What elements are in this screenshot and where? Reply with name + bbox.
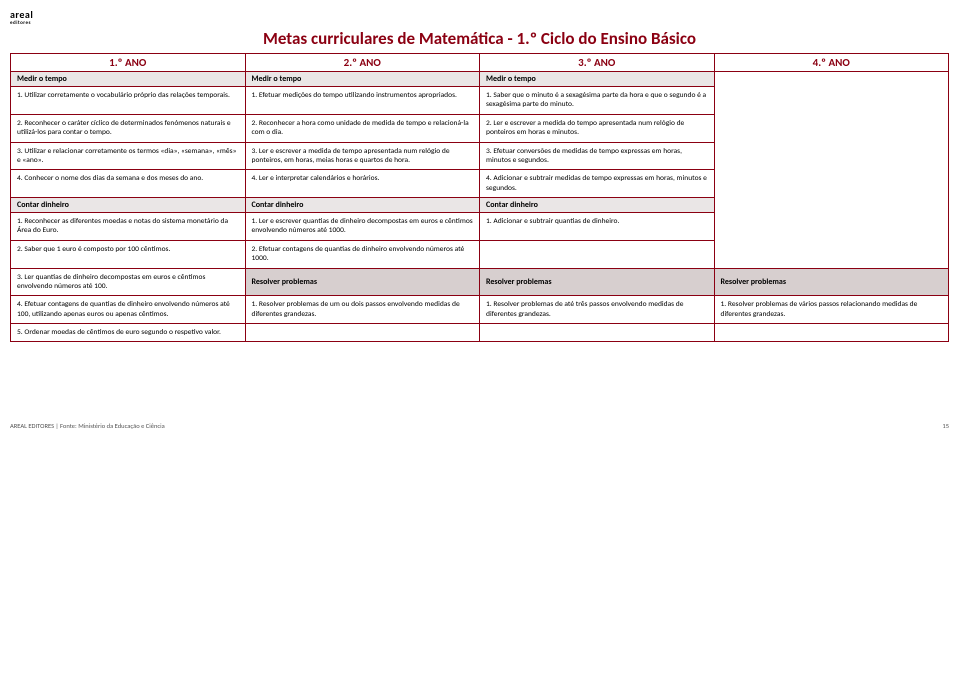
cell: 3. Utilizar e relacionar corretamente os…	[11, 142, 246, 170]
cell: 1. Adicionar e subtrair quantias de dinh…	[480, 213, 715, 241]
empty-cell	[480, 240, 715, 268]
footer-source: AREAL EDITORES | Fonte: Ministério da Ed…	[10, 422, 165, 430]
col-year-3: 3.º ANO	[480, 54, 715, 72]
col-year-4: 4.º ANO	[714, 54, 949, 72]
empty-cell	[245, 324, 480, 342]
cell: 3. Ler e escrever a medida de tempo apre…	[245, 142, 480, 170]
cell: 1. Resolver problemas de um ou dois pass…	[245, 296, 480, 324]
curriculum-table: 1.º ANO 2.º ANO 3.º ANO 4.º ANO Medir o …	[10, 53, 949, 342]
section-resolver-2: Resolver problemas	[245, 268, 480, 296]
cell: 3. Ler quantias de dinheiro decompostas …	[11, 268, 246, 296]
section-contar-3: Contar dinheiro	[480, 198, 715, 213]
section-medir-1: Medir o tempo	[11, 72, 246, 87]
section-contar-2: Contar dinheiro	[245, 198, 480, 213]
cell: 4. Conhecer o nome dos dias da semana e …	[11, 170, 246, 198]
cell: 4. Efetuar contagens de quantias de dinh…	[11, 296, 246, 324]
cell: 2. Reconhecer o caráter cíclico de deter…	[11, 114, 246, 142]
cell: 3. Efetuar conversões de medidas de temp…	[480, 142, 715, 170]
cell: 2. Efetuar contagens de quantias de dinh…	[245, 240, 480, 268]
cell: 5. Ordenar moedas de cêntimos de euro se…	[11, 324, 246, 342]
cell: 1. Reconhecer as diferentes moedas e not…	[11, 213, 246, 241]
section-resolver-4: Resolver problemas	[714, 268, 949, 296]
logo-sub: editores	[10, 20, 949, 26]
cell: 1. Efetuar medições do tempo utilizando …	[245, 87, 480, 115]
cell: 2. Saber que 1 euro é composto por 100 c…	[11, 240, 246, 268]
section-contar-1: Contar dinheiro	[11, 198, 246, 213]
cell: 1. Resolver problemas de até três passos…	[480, 296, 715, 324]
col-year-2: 2.º ANO	[245, 54, 480, 72]
cell: 1. Utilizar corretamente o vocabulário p…	[11, 87, 246, 115]
cell: 4. Ler e interpretar calendários e horár…	[245, 170, 480, 198]
section-resolver-3: Resolver problemas	[480, 268, 715, 296]
section-medir-2: Medir o tempo	[245, 72, 480, 87]
footer-page: 15	[942, 422, 949, 430]
section-medir-3: Medir o tempo	[480, 72, 715, 87]
col-year-1: 1.º ANO	[11, 54, 246, 72]
page-title: Metas curriculares de Matemática - 1.º C…	[10, 28, 949, 49]
logo-brand: areal editores	[10, 8, 949, 26]
footer: AREAL EDITORES | Fonte: Ministério da Ed…	[10, 422, 949, 430]
cell: 1. Saber que o minuto é a sexagésima par…	[480, 87, 715, 115]
cell: 1. Ler e escrever quantias de dinheiro d…	[245, 213, 480, 241]
empty-cell	[480, 324, 715, 342]
cell: 2. Ler e escrever a medida do tempo apre…	[480, 114, 715, 142]
cell: 4. Adicionar e subtrair medidas de tempo…	[480, 170, 715, 198]
cell: 2. Reconhecer a hora como unidade de med…	[245, 114, 480, 142]
cell: 1. Resolver problemas de vários passos r…	[714, 296, 949, 324]
empty-cell	[714, 324, 949, 342]
empty-ano4-block	[714, 72, 949, 269]
